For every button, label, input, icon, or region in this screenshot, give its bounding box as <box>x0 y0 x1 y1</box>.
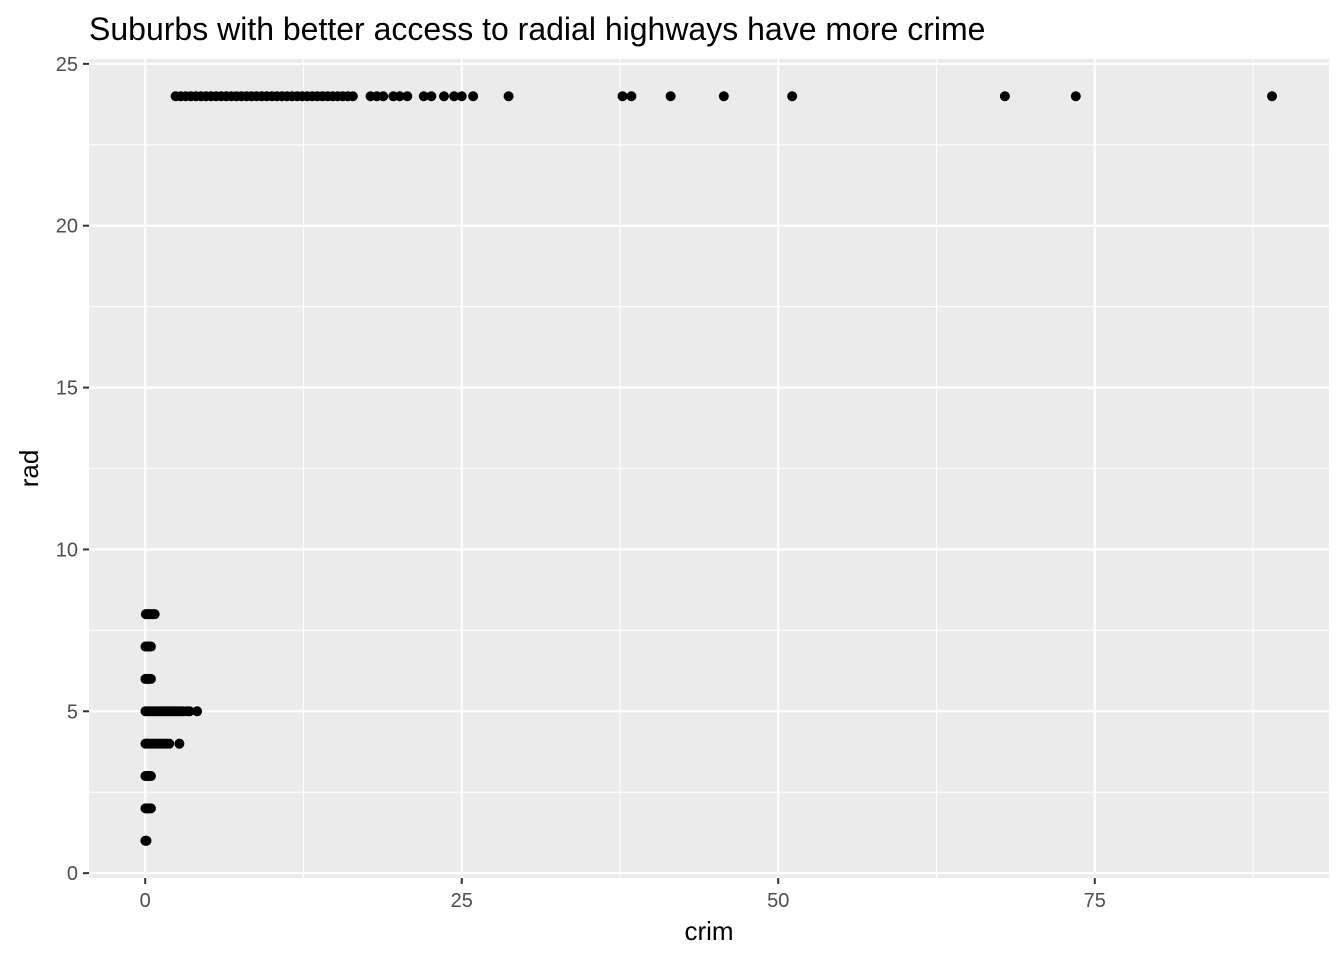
data-point <box>141 835 152 846</box>
data-point <box>1267 91 1278 102</box>
x-tick-label: 0 <box>140 890 151 912</box>
x-axis-title: crim <box>684 916 733 946</box>
minor-gridlines <box>89 59 1329 878</box>
data-point <box>999 91 1010 102</box>
x-tick-label: 50 <box>767 890 789 912</box>
y-tick-label: 20 <box>56 216 78 238</box>
data-point <box>145 803 156 814</box>
data-point <box>347 91 358 102</box>
data-points <box>140 91 1278 846</box>
x-axis: 0 25 50 75 <box>140 878 1106 912</box>
data-point <box>449 91 460 102</box>
data-point <box>468 91 479 102</box>
data-point <box>184 706 195 717</box>
data-point <box>503 91 514 102</box>
data-point <box>439 91 450 102</box>
y-tick-label: 25 <box>56 54 78 76</box>
x-tick-label: 25 <box>451 890 473 912</box>
data-point <box>626 91 637 102</box>
data-point <box>402 91 413 102</box>
data-point <box>174 738 185 749</box>
data-point <box>192 706 203 717</box>
data-point <box>426 91 437 102</box>
data-point <box>617 91 628 102</box>
data-point <box>378 91 389 102</box>
data-point <box>718 91 729 102</box>
y-tick-label: 15 <box>56 378 78 400</box>
y-tick-label: 10 <box>56 539 78 561</box>
y-tick-label: 5 <box>67 701 78 723</box>
data-point <box>456 91 467 102</box>
data-point <box>145 771 156 782</box>
y-axis-title: rad <box>14 450 44 488</box>
data-point <box>665 91 676 102</box>
data-point <box>418 91 429 102</box>
data-point <box>145 641 156 652</box>
data-point <box>787 91 798 102</box>
chart-title: Suburbs with better access to radial hig… <box>89 11 985 47</box>
y-tick-label: 0 <box>67 863 78 885</box>
data-point <box>1070 91 1081 102</box>
data-point <box>145 673 156 684</box>
data-point <box>394 91 405 102</box>
y-axis: 0 5 10 15 20 25 <box>56 54 89 885</box>
x-tick-label: 75 <box>1084 890 1106 912</box>
data-point <box>164 738 175 749</box>
data-point <box>149 609 160 620</box>
